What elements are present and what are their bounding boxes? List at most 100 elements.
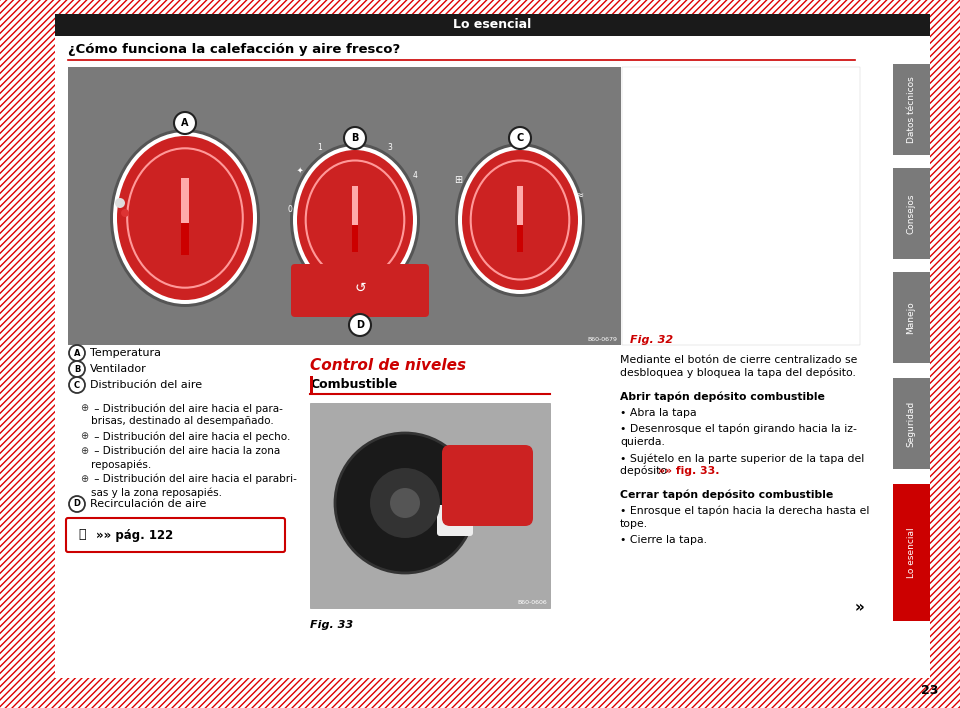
Bar — [180, 223, 189, 256]
Bar — [0, 15, 55, 678]
Circle shape — [344, 127, 366, 149]
Bar — [68, 67, 621, 345]
Text: 1: 1 — [318, 144, 323, 152]
Text: ⊕: ⊕ — [80, 403, 88, 413]
FancyBboxPatch shape — [437, 505, 473, 536]
Ellipse shape — [293, 146, 417, 294]
Text: • Sujételo en la parte superior de la tapa del: • Sujételo en la parte superior de la ta… — [620, 453, 864, 464]
Bar — [180, 178, 189, 223]
Text: – Distribución del aire hacia el parabri-: – Distribución del aire hacia el parabri… — [91, 474, 297, 484]
Text: • Cierre la tapa.: • Cierre la tapa. — [620, 535, 707, 545]
Text: C: C — [74, 380, 80, 389]
Text: B: B — [74, 365, 81, 374]
Bar — [930, 63, 960, 678]
Bar — [516, 224, 523, 252]
Ellipse shape — [458, 146, 582, 294]
Ellipse shape — [455, 143, 585, 297]
Bar — [0, 678, 960, 708]
Text: 📖: 📖 — [79, 528, 85, 542]
Ellipse shape — [290, 143, 420, 297]
Circle shape — [69, 496, 85, 512]
Text: 3: 3 — [388, 144, 393, 152]
Text: Abrir tapón depósito combustible: Abrir tapón depósito combustible — [620, 392, 825, 403]
Circle shape — [509, 127, 531, 149]
Text: »» pág. 122: »» pág. 122 — [96, 528, 173, 542]
Text: Fig. 32: Fig. 32 — [630, 335, 673, 345]
Text: Datos técnicos: Datos técnicos — [906, 76, 916, 143]
Text: Temperatura: Temperatura — [90, 348, 161, 358]
Text: tope.: tope. — [620, 519, 648, 529]
Bar — [893, 484, 930, 621]
FancyBboxPatch shape — [442, 445, 533, 526]
Text: C: C — [516, 133, 523, 143]
Text: sas y la zona reposapiés.: sas y la zona reposapiés. — [91, 487, 222, 498]
Text: – Distribución del aire hacia el para-: – Distribución del aire hacia el para- — [91, 403, 283, 413]
Text: ↺: ↺ — [354, 280, 366, 295]
Circle shape — [69, 345, 85, 361]
Text: • Enrosque el tapón hacia la derecha hasta el: • Enrosque el tapón hacia la derecha has… — [620, 506, 870, 517]
Bar — [893, 64, 930, 155]
Circle shape — [370, 468, 440, 538]
Bar — [622, 67, 860, 345]
Bar — [893, 168, 930, 259]
Circle shape — [390, 488, 420, 518]
Text: ✦: ✦ — [297, 166, 303, 174]
Bar — [516, 186, 523, 224]
FancyBboxPatch shape — [291, 264, 429, 317]
Text: 0: 0 — [288, 205, 293, 215]
Text: Consejos: Consejos — [906, 193, 916, 234]
Circle shape — [349, 314, 371, 336]
Bar — [930, 15, 960, 63]
Text: ⊕: ⊕ — [80, 474, 88, 484]
Ellipse shape — [462, 150, 578, 290]
Text: D: D — [356, 320, 364, 330]
Bar — [310, 403, 550, 608]
Text: ≈: ≈ — [576, 190, 584, 200]
FancyBboxPatch shape — [66, 518, 285, 552]
Ellipse shape — [110, 129, 260, 307]
Circle shape — [121, 209, 129, 217]
Text: quierda.: quierda. — [620, 437, 665, 447]
Text: 2: 2 — [352, 134, 357, 142]
Bar — [893, 272, 930, 363]
Text: Control de niveles: Control de niveles — [310, 358, 467, 373]
Text: Fig. 33: Fig. 33 — [310, 620, 353, 630]
Circle shape — [115, 198, 125, 208]
Text: ⊕: ⊕ — [80, 446, 88, 456]
Text: – Distribución del aire hacia la zona: – Distribución del aire hacia la zona — [91, 446, 280, 456]
Text: Lo esencial: Lo esencial — [453, 18, 531, 31]
Text: Recirculación de aire: Recirculación de aire — [90, 499, 206, 509]
Text: brisas, destinado al desempañado.: brisas, destinado al desempañado. — [91, 416, 274, 426]
Bar — [0, 0, 960, 15]
Ellipse shape — [113, 132, 257, 304]
Text: 4: 4 — [413, 171, 418, 180]
Text: B60-0606: B60-0606 — [517, 600, 547, 605]
Text: Distribución del aire: Distribución del aire — [90, 380, 203, 390]
Text: A: A — [181, 118, 189, 128]
Text: Mediante el botón de cierre centralizado se: Mediante el botón de cierre centralizado… — [620, 355, 857, 365]
Ellipse shape — [117, 136, 253, 300]
Circle shape — [69, 361, 85, 377]
Text: Ventilador: Ventilador — [90, 364, 147, 374]
Text: reposapiés.: reposapiés. — [91, 459, 152, 469]
Text: • Desenrosque el tapón girando hacia la iz-: • Desenrosque el tapón girando hacia la … — [620, 424, 857, 435]
Circle shape — [174, 112, 196, 134]
Text: depósito: depósito — [620, 466, 671, 476]
Text: B60-0679: B60-0679 — [587, 337, 617, 342]
Text: »» fig. 33.: »» fig. 33. — [658, 466, 719, 476]
Text: D: D — [74, 500, 81, 508]
Text: ⊕: ⊕ — [80, 431, 88, 441]
Text: »: » — [855, 600, 865, 615]
Text: Manejo: Manejo — [906, 301, 916, 334]
Text: • Abra la tapa: • Abra la tapa — [620, 408, 697, 418]
Circle shape — [69, 377, 85, 393]
Bar — [893, 378, 930, 469]
Text: 23: 23 — [922, 683, 939, 697]
Bar — [351, 224, 358, 252]
Text: B: B — [351, 133, 359, 143]
Text: Seguridad: Seguridad — [906, 401, 916, 447]
Text: Cerrar tapón depósito combustible: Cerrar tapón depósito combustible — [620, 490, 833, 501]
Ellipse shape — [297, 150, 413, 290]
Text: desbloquea y bloquea la tapa del depósito.: desbloquea y bloquea la tapa del depósit… — [620, 368, 856, 379]
Circle shape — [335, 433, 475, 573]
